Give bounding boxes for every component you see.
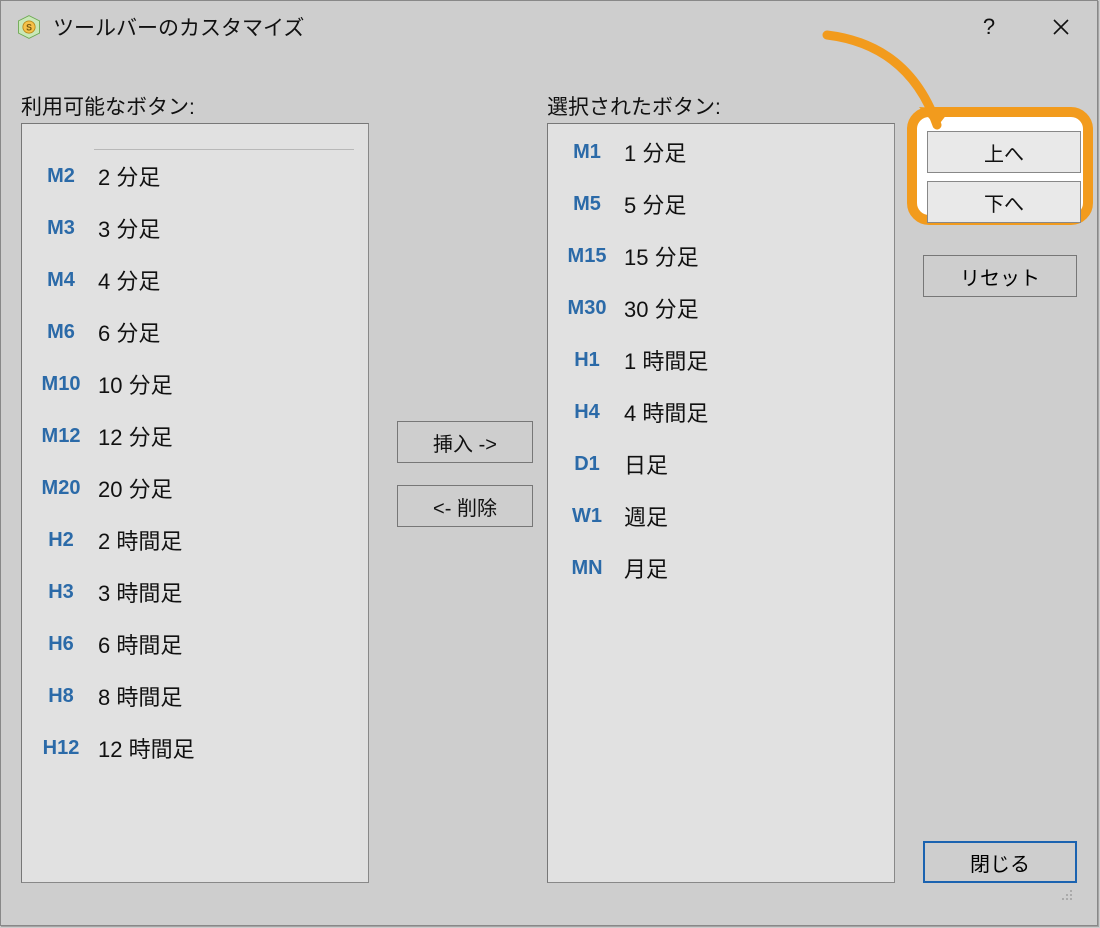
dialog-body: 利用可能なボタン: 選択されたボタン: M22 分足M33 分足M44 分足M6… xyxy=(21,91,1077,905)
list-item[interactable]: H44 時間足 xyxy=(548,386,894,438)
timeframe-label: 1 時間足 xyxy=(620,344,708,376)
timeframe-label: 12 分足 xyxy=(94,420,173,452)
timeframe-label: 8 時間足 xyxy=(94,680,182,712)
move-up-button[interactable]: 上へ xyxy=(927,131,1081,173)
timeframe-label: 20 分足 xyxy=(94,472,173,504)
timeframe-code: M2 xyxy=(28,165,94,188)
list-item[interactable]: M44 分足 xyxy=(22,254,368,306)
list-item[interactable]: MN月足 xyxy=(548,542,894,594)
available-label: 利用可能なボタン: xyxy=(21,91,195,121)
timeframe-code: M10 xyxy=(28,373,94,396)
highlight-callout: 上へ 下へ xyxy=(907,107,1093,225)
timeframe-label: 1 分足 xyxy=(620,136,686,168)
transfer-buttons: 挿入 -> <- 削除 xyxy=(397,421,533,549)
close-window-button[interactable] xyxy=(1025,1,1097,53)
close-button[interactable]: 閉じる xyxy=(923,841,1077,883)
timeframe-label: 週足 xyxy=(620,500,668,532)
available-top-divider xyxy=(22,130,368,150)
close-wrap: 閉じる xyxy=(923,841,1077,883)
timeframe-code: M20 xyxy=(28,477,94,500)
timeframe-code: MN xyxy=(554,557,620,580)
timeframe-label: 15 分足 xyxy=(620,240,699,272)
timeframe-label: 日足 xyxy=(620,448,668,480)
svg-text:S: S xyxy=(26,23,32,33)
reset-button[interactable]: リセット xyxy=(923,255,1077,297)
available-listbox[interactable]: M22 分足M33 分足M44 分足M66 分足M1010 分足M1212 分足… xyxy=(21,123,369,883)
timeframe-code: M4 xyxy=(28,269,94,292)
list-item[interactable]: H11 時間足 xyxy=(548,334,894,386)
list-item[interactable]: M2020 分足 xyxy=(22,462,368,514)
timeframe-label: 2 時間足 xyxy=(94,524,182,556)
list-item[interactable]: D1日足 xyxy=(548,438,894,490)
move-down-button[interactable]: 下へ xyxy=(927,181,1081,223)
timeframe-label: 4 分足 xyxy=(94,264,160,296)
selected-listbox[interactable]: M11 分足M55 分足M1515 分足M3030 分足H11 時間足H44 時… xyxy=(547,123,895,883)
list-item[interactable]: H66 時間足 xyxy=(22,618,368,670)
timeframe-label: 2 分足 xyxy=(94,160,160,192)
timeframe-code: H8 xyxy=(28,685,94,708)
list-item[interactable]: M1515 分足 xyxy=(548,230,894,282)
timeframe-code: M6 xyxy=(28,321,94,344)
timeframe-label: 3 分足 xyxy=(94,212,160,244)
timeframe-code: M5 xyxy=(554,193,620,216)
timeframe-code: M3 xyxy=(28,217,94,240)
dialog-window: S ツールバーのカスタマイズ ? 利用可能なボタン: 選択されたボタン: xyxy=(0,0,1098,926)
list-item[interactable]: M55 分足 xyxy=(548,178,894,230)
timeframe-label: 3 時間足 xyxy=(94,576,182,608)
timeframe-code: M1 xyxy=(554,141,620,164)
list-item[interactable]: H33 時間足 xyxy=(22,566,368,618)
timeframe-label: 4 時間足 xyxy=(620,396,708,428)
timeframe-code: M12 xyxy=(28,425,94,448)
window-title: ツールバーのカスタマイズ xyxy=(53,12,304,42)
timeframe-label: 6 分足 xyxy=(94,316,160,348)
remove-button[interactable]: <- 削除 xyxy=(397,485,533,527)
selected-label: 選択されたボタン: xyxy=(547,91,721,121)
resize-grip[interactable] xyxy=(1059,887,1075,903)
list-item[interactable]: M11 分足 xyxy=(548,126,894,178)
list-item[interactable]: M33 分足 xyxy=(22,202,368,254)
timeframe-code: D1 xyxy=(554,453,620,476)
timeframe-label: 6 時間足 xyxy=(94,628,182,660)
timeframe-label: 10 分足 xyxy=(94,368,173,400)
app-icon: S xyxy=(15,13,43,41)
timeframe-code: W1 xyxy=(554,505,620,528)
insert-button[interactable]: 挿入 -> xyxy=(397,421,533,463)
list-item[interactable]: H1212 時間足 xyxy=(22,722,368,774)
timeframe-label: 月足 xyxy=(620,552,668,584)
timeframe-label: 12 時間足 xyxy=(94,732,195,764)
reset-wrap: リセット xyxy=(923,255,1077,297)
help-button[interactable]: ? xyxy=(953,1,1025,53)
list-item[interactable]: H88 時間足 xyxy=(22,670,368,722)
timeframe-code: H1 xyxy=(554,349,620,372)
list-item[interactable]: M3030 分足 xyxy=(548,282,894,334)
timeframe-code: H2 xyxy=(28,529,94,552)
timeframe-label: 30 分足 xyxy=(620,292,699,324)
timeframe-code: M15 xyxy=(554,245,620,268)
timeframe-code: H3 xyxy=(28,581,94,604)
timeframe-code: H6 xyxy=(28,633,94,656)
timeframe-code: H12 xyxy=(28,737,94,760)
timeframe-code: H4 xyxy=(554,401,620,424)
titlebar: S ツールバーのカスタマイズ ? xyxy=(1,1,1097,53)
timeframe-label: 5 分足 xyxy=(620,188,686,220)
titlebar-controls: ? xyxy=(953,1,1097,53)
list-item[interactable]: M66 分足 xyxy=(22,306,368,358)
list-item[interactable]: M1212 分足 xyxy=(22,410,368,462)
list-item[interactable]: H22 時間足 xyxy=(22,514,368,566)
list-item[interactable]: M22 分足 xyxy=(22,150,368,202)
list-item[interactable]: W1週足 xyxy=(548,490,894,542)
timeframe-code: M30 xyxy=(554,297,620,320)
list-item[interactable]: M1010 分足 xyxy=(22,358,368,410)
